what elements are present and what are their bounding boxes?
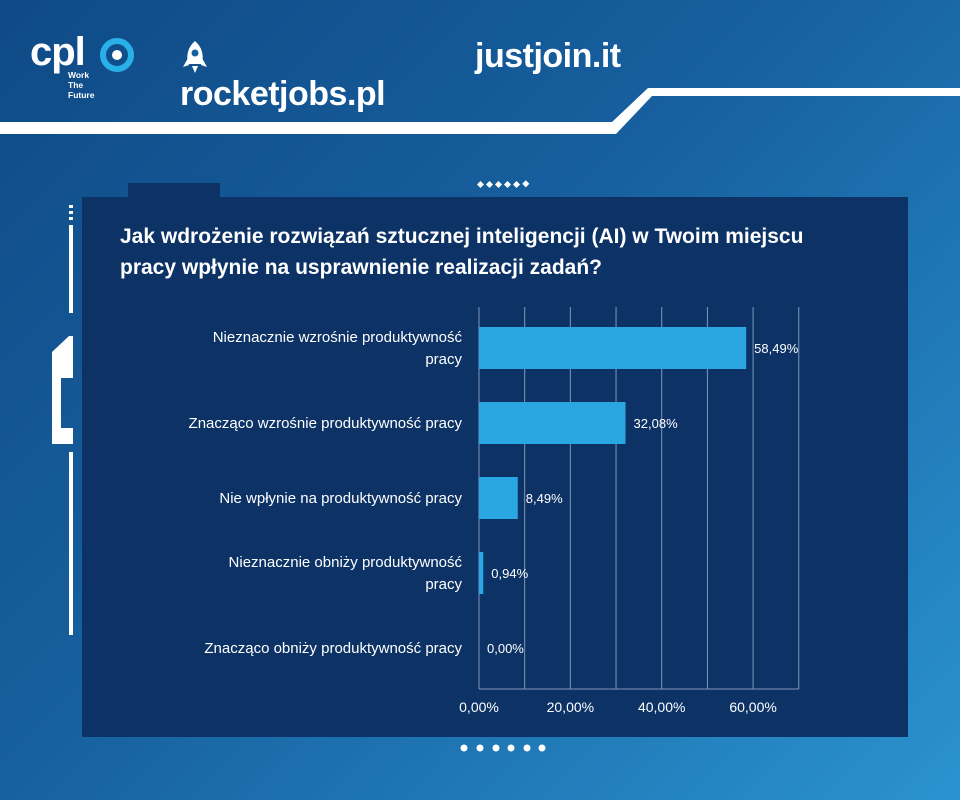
category-label: pracy — [425, 351, 462, 368]
left-bracket — [52, 205, 73, 635]
x-tick-label: 0,00% — [459, 699, 499, 715]
x-tick-label: 40,00% — [638, 699, 685, 715]
chart-panel: Jak wdrożenie rozwiązań sztucznej inteli… — [82, 197, 908, 737]
rocket-icon — [183, 41, 207, 74]
bar — [479, 402, 626, 444]
category-label: Nieznacznie wzrośnie produktywność — [213, 329, 463, 346]
data-label: 32,08% — [634, 416, 679, 431]
header-stripe — [0, 88, 960, 134]
cpl-logo-ring-icon — [100, 38, 134, 72]
rocketjobs-logo: rocketjobs.pl — [180, 36, 386, 114]
rocketjobs-logo-text: rocketjobs.pl — [180, 75, 386, 113]
justjoin-logo: justjoin.it — [475, 37, 621, 75]
data-label: 58,49% — [754, 341, 799, 356]
top-dots — [476, 180, 530, 189]
category-label: pracy — [425, 576, 462, 593]
bar-chart: 58,49% Nieznacznie wzrośnie produktywność… — [189, 307, 800, 715]
category-label: Nieznacznie obniży produktywność — [229, 554, 463, 571]
cpl-logo-word: cpl — [30, 30, 86, 74]
bottom-dots — [460, 744, 546, 752]
bar — [479, 477, 518, 519]
bar — [479, 552, 484, 594]
x-tick-label: 60,00% — [729, 699, 776, 715]
bar — [479, 327, 747, 369]
category-label: Znacząco obniży produktywność pracy — [204, 640, 462, 657]
cpl-logo-tagline: Work The Future — [68, 70, 95, 100]
panel-tab — [128, 183, 220, 199]
cpl-logo: cpl Work The Future — [30, 30, 134, 100]
category-label: Znacząco wzrośnie produktywność pracy — [189, 415, 463, 432]
data-label: 8,49% — [526, 491, 563, 506]
category-label: Nie wpłynie na produktywność pracy — [219, 490, 462, 507]
data-label: 0,00% — [487, 641, 524, 656]
data-label: 0,94% — [491, 566, 528, 581]
x-tick-label: 20,00% — [547, 699, 594, 715]
chart-title: Jak wdrożenie rozwiązań sztucznej inteli… — [120, 225, 804, 279]
